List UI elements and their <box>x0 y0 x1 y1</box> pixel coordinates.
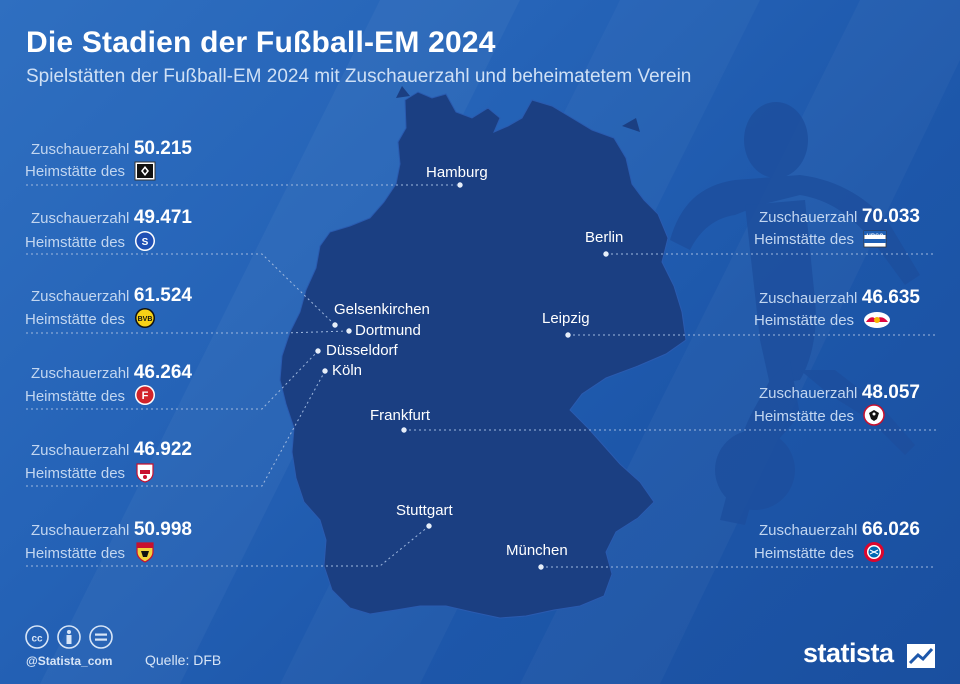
city-label-gelsenkirchen: Gelsenkirchen <box>334 301 430 318</box>
fcb-crest-icon <box>863 542 884 562</box>
city-dots <box>314 181 610 571</box>
football-player-silhouette <box>670 102 920 525</box>
city-dot-hamburg <box>456 181 464 189</box>
capacity-value: 46.264 <box>133 362 192 383</box>
home-label: Heimstätte des <box>25 234 126 251</box>
capacity-label: Zuschauerzahl <box>759 522 858 539</box>
statista-logo-icon <box>907 644 935 668</box>
capacity-label: Zuschauerzahl <box>759 385 858 402</box>
city-dot-stuttgart <box>425 522 433 530</box>
city-label-hamburg: Hamburg <box>426 164 488 181</box>
city-label-muenchen: München <box>506 542 568 559</box>
capacity-label: Zuschauerzahl <box>31 442 130 459</box>
city-label-berlin: Berlin <box>585 229 624 246</box>
capacity-value: 50.215 <box>133 138 192 159</box>
svg-text:S: S <box>141 237 148 248</box>
home-label: Heimstätte des <box>25 465 126 482</box>
leader-line-dortmund <box>26 330 350 334</box>
city-dot-duesseldorf <box>314 347 322 355</box>
svg-text:BVB: BVB <box>137 316 152 323</box>
city-label-dortmund: Dortmund <box>355 322 421 339</box>
eintracht-crest-icon <box>862 404 885 426</box>
koeln-crest-icon <box>135 463 154 483</box>
footer-handle: @Statista_com <box>26 654 113 668</box>
by-icon <box>57 625 81 649</box>
capacity-value: 70.033 <box>861 206 920 227</box>
city-dot-frankfurt <box>400 426 408 434</box>
license-icons: cc <box>25 625 113 649</box>
city-dot-berlin <box>602 250 610 258</box>
vfb-crest-icon <box>135 542 154 563</box>
home-label: Heimstätte des <box>754 312 855 329</box>
bvb-crest-icon: BVB <box>134 308 155 328</box>
city-label-frankfurt: Frankfurt <box>370 407 431 424</box>
statista-logo: statista <box>803 638 894 668</box>
home-label: Heimstätte des <box>25 388 126 405</box>
capacity-label: Zuschauerzahl <box>31 141 130 158</box>
capacity-label: Zuschauerzahl <box>759 209 858 226</box>
home-label: Heimstätte des <box>25 163 126 180</box>
city-label-koeln: Köln <box>332 362 363 379</box>
cc-icon: cc <box>25 625 49 649</box>
home-label: Heimstätte des <box>754 408 855 425</box>
leader-line-koeln <box>26 370 326 487</box>
city-dot-koeln <box>321 367 329 375</box>
svg-text:F: F <box>141 390 148 402</box>
capacity-label: Zuschauerzahl <box>31 210 130 227</box>
city-dot-gelsenkirchen <box>331 321 339 329</box>
fortuna-crest-icon: F <box>134 385 155 405</box>
hertha-crest-icon: HBSC <box>863 230 886 248</box>
capacity-label: Zuschauerzahl <box>759 290 858 307</box>
city-label-stuttgart: Stuttgart <box>396 502 453 519</box>
capacity-value: 49.471 <box>133 207 192 228</box>
capacity-label: Zuschauerzahl <box>31 365 130 382</box>
capacity-value: 46.635 <box>861 287 920 308</box>
city-dot-dortmund <box>345 327 353 335</box>
page-title: Die Stadien der Fußball-EM 2024 <box>26 26 496 59</box>
page-subtitle: Spielstätten der Fußball-EM 2024 mit Zus… <box>26 66 692 87</box>
capacity-value: 61.524 <box>133 285 192 306</box>
nd-icon <box>89 625 113 649</box>
city-label-leipzig: Leipzig <box>542 310 590 327</box>
svg-text:HBSC: HBSC <box>866 234 884 240</box>
leader-lines <box>26 184 936 568</box>
leader-line-duesseldorf <box>26 350 319 410</box>
leader-line-stuttgart <box>26 525 430 567</box>
capacity-value: 48.057 <box>861 382 920 403</box>
city-label-duesseldorf: Düsseldorf <box>326 342 398 359</box>
hsv-crest-icon <box>134 161 155 181</box>
city-dot-leipzig <box>564 331 572 339</box>
capacity-value: 50.998 <box>133 519 192 540</box>
leader-line-gelsenkirchen <box>26 253 336 326</box>
svg-text:cc: cc <box>31 634 43 645</box>
home-label: Heimstätte des <box>25 545 126 562</box>
rbl-crest-icon <box>863 312 890 328</box>
city-dot-muenchen <box>537 563 545 571</box>
germany-shape <box>279 91 687 619</box>
capacity-label: Zuschauerzahl <box>31 522 130 539</box>
capacity-value: 66.026 <box>861 519 920 540</box>
capacity-value: 46.922 <box>133 439 192 460</box>
source-note: Quelle: DFB <box>145 652 222 668</box>
home-label: Heimstätte des <box>25 311 126 328</box>
capacity-label: Zuschauerzahl <box>31 288 130 305</box>
home-label: Heimstätte des <box>754 231 855 248</box>
home-label: Heimstätte des <box>754 545 855 562</box>
schalke-crest-icon: S <box>134 231 155 251</box>
